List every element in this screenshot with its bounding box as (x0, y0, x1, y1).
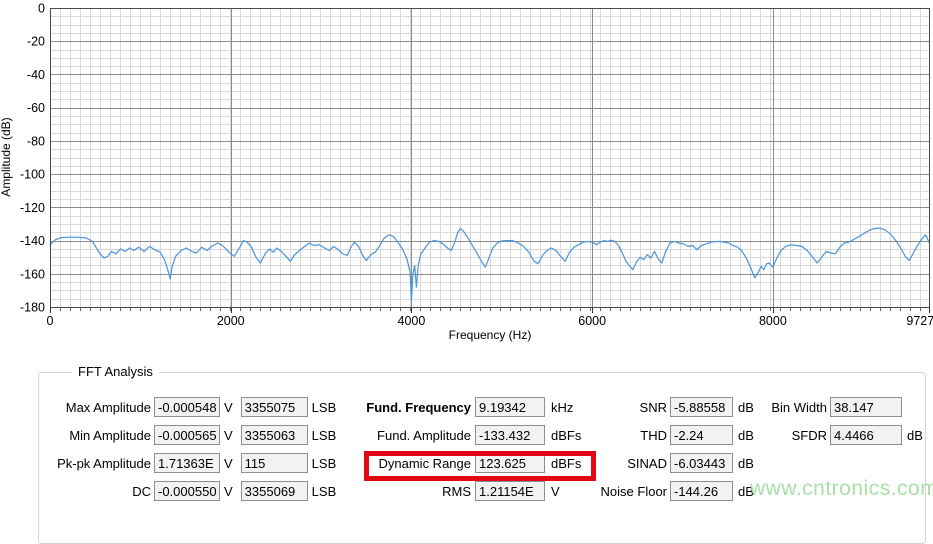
noise-floor-label: Noise Floor (600, 483, 667, 499)
dynamic-range-label: Dynamic Range (378, 455, 472, 471)
bin-width-field[interactable]: 38.147 (830, 397, 902, 417)
dynamic-range-row: Dynamic Range 123.625 dBFs (341, 453, 581, 473)
sfdr-label: SFDR (791, 427, 827, 443)
noise-floor-row: Noise Floor -144.26 dB (563, 481, 754, 501)
x-axis-title: Frequency (Hz) (448, 328, 532, 342)
svg-text:-100: -100 (20, 168, 45, 182)
fundamental-column: Fund. Frequency 9.19342 kHz Fund. Amplit… (341, 397, 581, 509)
svg-text:6000: 6000 (578, 314, 606, 328)
sfdr-field[interactable]: 4.4466 (830, 425, 902, 445)
svg-text:-120: -120 (20, 201, 45, 215)
svg-text:8000: 8000 (759, 314, 787, 328)
snr-field[interactable]: -5.88558 (670, 397, 733, 417)
rms-unit: V (551, 483, 560, 499)
dc-volts-field[interactable]: -0.000550 (154, 481, 220, 501)
fund-frequency-field[interactable]: 9.19342 (475, 397, 545, 417)
pkpk-amplitude-row: Pk-pk Amplitude 1.71363E V 115 LSB (41, 453, 336, 473)
svg-text:4000: 4000 (398, 314, 426, 328)
max-amplitude-lsb-field[interactable]: 3355075 (240, 397, 308, 417)
rms-row: RMS 1.21154E V (341, 481, 581, 501)
y-axis-title: Amplitude (dB) (0, 117, 13, 197)
max-amplitude-label: Max Amplitude (65, 399, 151, 415)
fund-amplitude-field[interactable]: -133.432 (475, 425, 545, 445)
thd-field[interactable]: -2.24 (670, 425, 733, 445)
min-amplitude-lsb-field[interactable]: 3355063 (240, 425, 308, 445)
svg-text:2000: 2000 (217, 314, 245, 328)
snr-label: SNR (639, 399, 667, 415)
min-amplitude-lsb-unit: LSB (311, 427, 337, 443)
dc-label: DC (132, 483, 151, 499)
fund-amplitude-label: Fund. Amplitude (377, 427, 471, 443)
dynamic-range-unit: dBFs (551, 455, 582, 471)
svg-text:-140: -140 (20, 234, 45, 248)
snr-unit: dB (738, 399, 754, 415)
sfdr-unit: dB (907, 427, 923, 443)
panel-title: FFT Analysis (72, 364, 159, 379)
svg-text:-160: -160 (20, 267, 45, 281)
dc-row: DC -0.000550 V 3355069 LSB (41, 481, 336, 501)
fund-frequency-unit: kHz (551, 399, 574, 415)
sinad-row: SINAD -6.03443 dB (563, 453, 754, 473)
fund-amplitude-row: Fund. Amplitude -133.432 dBFs (341, 425, 581, 445)
fund-frequency-row: Fund. Frequency 9.19342 kHz (341, 397, 581, 417)
pkpk-amplitude-lsb-field[interactable]: 115 (240, 453, 308, 473)
min-amplitude-label: Min Amplitude (69, 427, 151, 443)
sinad-label: SINAD (627, 455, 667, 471)
bin-width-label: Bin Width (771, 399, 827, 415)
fft-analysis-groupbox: FFT Analysis Max Amplitude -0.000548 V 3… (38, 364, 926, 544)
x-tick-labels: 0 2000 4000 6000 8000 9727.47 (47, 314, 933, 328)
svg-text:0: 0 (38, 2, 45, 16)
min-amplitude-row: Min Amplitude -0.000565 V 3355063 LSB (41, 425, 336, 445)
snr-column: SNR -5.88558 dB THD -2.24 dB SINAD -6.03… (563, 397, 754, 509)
max-amplitude-lsb-unit: LSB (311, 399, 337, 415)
fund-amplitude-unit: dBFs (551, 427, 582, 443)
fft-spectrum-chart: 0 -20 -40 -60 -80 -100 -120 -140 -160 -180 0 2000 40… (0, 2, 933, 343)
watermark: www.cntronics.com (750, 477, 933, 500)
noise-floor-unit: dB (738, 483, 754, 499)
bin-width-row: Bin Width 38.147 (739, 397, 923, 417)
dc-volts-unit: V (224, 483, 233, 499)
max-amplitude-volts-field[interactable]: -0.000548 (154, 397, 220, 417)
max-amplitude-row: Max Amplitude -0.000548 V 3355075 LSB (41, 397, 336, 417)
pkpk-amplitude-lsb-unit: LSB (311, 455, 337, 471)
thd-label: THD (640, 427, 667, 443)
pkpk-amplitude-label: Pk-pk Amplitude (57, 455, 151, 471)
y-tick-labels: 0 -20 -40 -60 -80 -100 -120 -140 -160 -180 (20, 2, 45, 315)
noise-floor-field[interactable]: -144.26 (670, 481, 733, 501)
grid-minor (50, 8, 929, 307)
bin-width-column: Bin Width 38.147 SFDR 4.4466 dB (739, 397, 923, 453)
svg-text:-60: -60 (27, 101, 45, 115)
dynamic-range-field[interactable]: 123.625 (475, 453, 545, 473)
svg-text:-40: -40 (27, 68, 45, 82)
thd-row: THD -2.24 dB (563, 425, 754, 445)
amplitude-column: Max Amplitude -0.000548 V 3355075 LSB Mi… (41, 397, 336, 509)
sfdr-row: SFDR 4.4466 dB (739, 425, 923, 445)
svg-text:-180: -180 (20, 301, 45, 315)
rms-label: RMS (442, 483, 471, 499)
dc-lsb-field[interactable]: 3355069 (240, 481, 308, 501)
fft-trace (49, 227, 930, 301)
rms-field[interactable]: 1.21154E (475, 481, 545, 501)
svg-text:0: 0 (47, 314, 54, 328)
svg-text:-20: -20 (27, 35, 45, 49)
dc-lsb-unit: LSB (311, 483, 337, 499)
min-amplitude-volts-unit: V (224, 427, 233, 443)
min-amplitude-volts-field[interactable]: -0.000565 (154, 425, 220, 445)
sinad-unit: dB (738, 455, 754, 471)
svg-text:-80: -80 (27, 134, 45, 148)
grid-major (50, 8, 929, 307)
thd-unit: dB (738, 427, 754, 443)
snr-row: SNR -5.88558 dB (563, 397, 754, 417)
pkpk-amplitude-volts-unit: V (224, 455, 233, 471)
pkpk-amplitude-volts-field[interactable]: 1.71363E (154, 453, 220, 473)
plot-border (50, 8, 930, 308)
max-amplitude-volts-unit: V (224, 399, 233, 415)
x-axis-ticks (50, 308, 930, 313)
svg-text:9727.47: 9727.47 (906, 314, 933, 328)
sinad-field[interactable]: -6.03443 (670, 453, 733, 473)
fund-frequency-label: Fund. Frequency (366, 399, 471, 415)
